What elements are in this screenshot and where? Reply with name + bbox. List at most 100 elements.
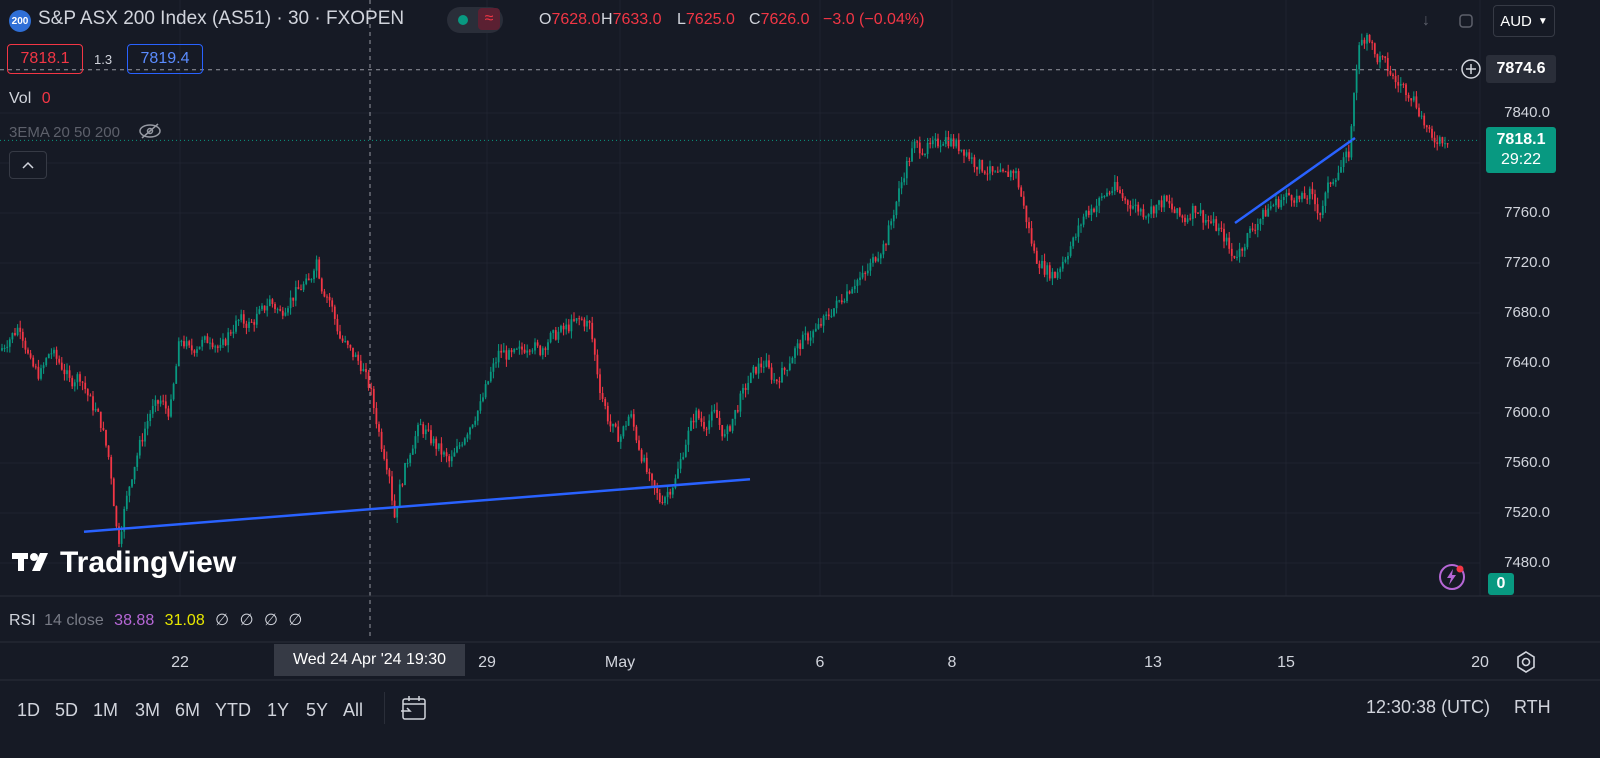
candle-body bbox=[1033, 243, 1036, 251]
candle-body bbox=[1116, 181, 1119, 190]
candle-body bbox=[1285, 192, 1288, 197]
candle-body bbox=[1269, 206, 1272, 209]
gear-icon[interactable] bbox=[1514, 650, 1538, 674]
candle-body bbox=[167, 408, 170, 417]
candle-body bbox=[1093, 208, 1095, 212]
volume-value: 0 bbox=[41, 90, 51, 107]
candle-body bbox=[484, 384, 487, 398]
alert-lightning-icon[interactable] bbox=[1438, 563, 1466, 591]
candle-body bbox=[825, 314, 828, 316]
candle-body bbox=[1256, 223, 1259, 230]
range-button-6m[interactable]: 6M bbox=[175, 700, 201, 720]
candle-body bbox=[198, 346, 201, 350]
candle-body bbox=[89, 395, 92, 397]
candle-body bbox=[1004, 171, 1007, 173]
candle-body bbox=[929, 142, 932, 145]
candle-body bbox=[843, 301, 846, 303]
candle-body bbox=[1064, 259, 1067, 262]
range-button-1d[interactable]: 1D bbox=[17, 700, 41, 720]
candle-body bbox=[752, 366, 755, 373]
sell-button[interactable]: 7818.1 bbox=[7, 44, 83, 74]
candle-body bbox=[1150, 206, 1153, 215]
candle-body bbox=[107, 445, 110, 458]
candle-body bbox=[729, 426, 731, 431]
range-button-5y[interactable]: 5Y bbox=[306, 700, 329, 720]
candle-body bbox=[463, 438, 466, 445]
candle-body bbox=[1243, 247, 1246, 251]
candle-body bbox=[133, 466, 136, 480]
eye-off-icon[interactable] bbox=[138, 123, 162, 143]
candle-body bbox=[604, 398, 607, 406]
candle-body bbox=[908, 161, 911, 163]
candle-body bbox=[1225, 237, 1228, 242]
candle-body bbox=[11, 333, 14, 340]
trendline-group bbox=[83, 136, 1356, 533]
candle-body bbox=[609, 421, 612, 427]
range-button-3m[interactable]: 3M bbox=[135, 700, 161, 720]
candle-body bbox=[1106, 192, 1108, 197]
currency-select[interactable]: AUD ▼ bbox=[1493, 5, 1555, 37]
candle-body bbox=[822, 315, 825, 326]
range-button-1y[interactable]: 1Y bbox=[267, 700, 290, 720]
utc-clock[interactable]: 12:30:38 (UTC) bbox=[1366, 697, 1491, 717]
candle-body bbox=[266, 305, 269, 311]
candle-body bbox=[1246, 233, 1249, 248]
range-button-ytd[interactable]: YTD bbox=[215, 700, 251, 720]
candle-body bbox=[1056, 272, 1059, 278]
candle-body bbox=[547, 342, 549, 350]
candle-body bbox=[469, 427, 471, 435]
candle-body bbox=[242, 314, 245, 324]
candle-body bbox=[794, 348, 796, 358]
candle-body bbox=[1347, 151, 1350, 158]
candle-body bbox=[136, 455, 139, 467]
collapse-legend-button[interactable] bbox=[9, 151, 47, 179]
rsi-extra-2: ∅ bbox=[239, 612, 254, 629]
candle-body bbox=[1446, 143, 1449, 145]
download-icon[interactable]: ↓ bbox=[1422, 12, 1430, 29]
candle-body bbox=[895, 201, 898, 216]
range-button-5d[interactable]: 5D bbox=[55, 700, 79, 720]
candle-body bbox=[417, 424, 419, 437]
range-button-1m[interactable]: 1M bbox=[93, 700, 119, 720]
candle-body bbox=[786, 370, 789, 372]
candle-body bbox=[994, 171, 997, 173]
candle-body bbox=[684, 444, 687, 457]
candle-body bbox=[1394, 76, 1397, 83]
ohlc-change: −3.0 (−0.04%) bbox=[823, 11, 925, 28]
ema-legend[interactable]: 3EMA 20 50 200 bbox=[9, 123, 162, 143]
symbol-title[interactable]: S&P ASX 200 Index (AS51) · 30 · FXOPEN bbox=[38, 8, 405, 29]
candle-body bbox=[110, 457, 113, 479]
candle-body bbox=[999, 169, 1002, 173]
plus-icon[interactable] bbox=[1460, 58, 1482, 80]
candle-body bbox=[419, 424, 422, 426]
buy-button[interactable]: 7819.4 bbox=[127, 44, 203, 74]
candle-body bbox=[1293, 200, 1296, 203]
candle-body bbox=[848, 291, 851, 294]
candle-body bbox=[783, 367, 786, 371]
session-toggle[interactable]: RTH bbox=[1514, 697, 1551, 717]
wave-icon: ≈ bbox=[478, 8, 500, 30]
candle-body bbox=[474, 420, 477, 425]
candle-body bbox=[770, 367, 773, 380]
rsi-extra-4: ∅ bbox=[288, 612, 303, 629]
candle-body bbox=[255, 313, 258, 325]
candle-body bbox=[1171, 203, 1173, 210]
candle-body bbox=[300, 289, 302, 291]
candle-body bbox=[937, 138, 939, 147]
chart-grid bbox=[0, 0, 1481, 596]
candle-body bbox=[1061, 261, 1064, 269]
fullscreen-icon[interactable] bbox=[1453, 8, 1479, 34]
range-button-all[interactable]: All bbox=[343, 700, 364, 720]
volume-legend[interactable]: Vol 0 bbox=[9, 90, 51, 108]
candle-body bbox=[383, 449, 386, 459]
candle-body bbox=[323, 291, 326, 297]
candle-body bbox=[209, 342, 211, 344]
candle-body bbox=[1181, 215, 1184, 218]
calendar-goto-icon[interactable] bbox=[399, 694, 429, 724]
candle-body bbox=[781, 367, 783, 383]
rsi-legend[interactable]: RSI 14 close 38.88 31.08 ∅ ∅ ∅ ∅ bbox=[9, 610, 302, 630]
candle-body bbox=[71, 377, 74, 387]
candle-body bbox=[840, 300, 843, 303]
candle-body bbox=[599, 374, 601, 394]
